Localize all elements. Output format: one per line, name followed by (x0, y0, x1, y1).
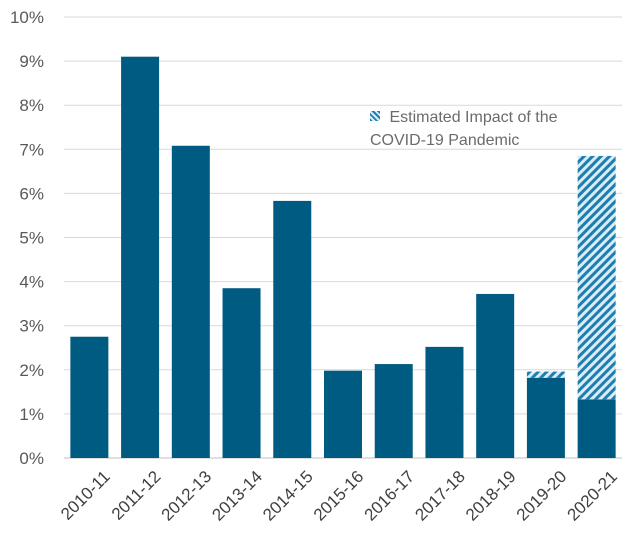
bar (476, 293, 515, 458)
y-tick-label: 6% (19, 184, 44, 203)
x-tick-label: 2012-13 (158, 467, 216, 525)
bars (70, 56, 616, 458)
y-tick-label: 2% (19, 361, 44, 380)
y-tick-label: 4% (19, 273, 44, 292)
bar (425, 346, 464, 458)
x-tick-label: 2018-19 (462, 467, 520, 525)
bar (273, 200, 312, 458)
y-tick-label: 0% (19, 449, 44, 468)
x-tick-label: 2017-18 (411, 467, 469, 525)
x-tick-label: 2011-12 (108, 467, 165, 524)
y-tick-label: 10% (10, 8, 44, 27)
bar (70, 336, 109, 458)
x-tick-label: 2019-20 (513, 467, 571, 525)
bar (577, 399, 616, 458)
bar (526, 377, 565, 458)
y-axis: 0% 1% 2% 3% 4% 5% 6% 7% 8% 9% 10% (10, 8, 44, 468)
y-tick-label: 3% (19, 317, 44, 336)
bar (121, 56, 160, 458)
x-tick-label: 2015-16 (310, 467, 368, 525)
bar (171, 145, 210, 458)
x-axis: 2010-112011-122012-132013-142014-152015-… (57, 467, 621, 525)
x-tick-label: 2016-17 (361, 467, 419, 525)
bar-covid-impact (526, 371, 565, 378)
bar-covid-impact (577, 155, 616, 400)
legend-label: Estimated Impact of the COVID-19 Pandemi… (370, 109, 558, 149)
y-tick-label: 8% (19, 96, 44, 115)
legend: Estimated Impact of the COVID-19 Pandemi… (370, 106, 600, 152)
bar (222, 288, 261, 458)
legend-swatch (370, 111, 380, 121)
bar (324, 370, 362, 458)
y-tick-label: 7% (19, 140, 44, 159)
x-tick-label: 2014-15 (259, 467, 317, 525)
y-tick-label: 9% (19, 52, 44, 71)
bar (374, 364, 413, 458)
x-tick-label: 2020-21 (564, 467, 622, 525)
x-tick-label: 2013-14 (208, 467, 266, 525)
y-tick-label: 1% (19, 405, 44, 424)
y-tick-label: 5% (19, 229, 44, 248)
x-tick-label: 2010-11 (57, 467, 114, 524)
